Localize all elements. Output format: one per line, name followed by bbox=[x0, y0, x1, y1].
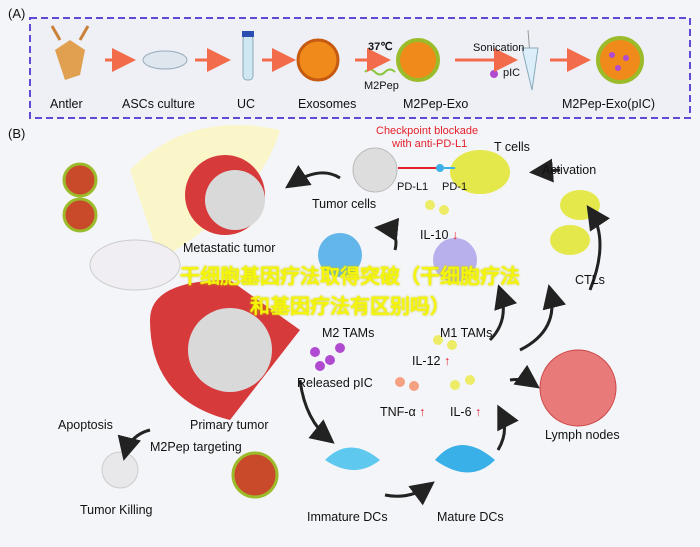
mouse-icon bbox=[89, 239, 181, 291]
petri-dish-icon bbox=[142, 50, 188, 70]
released-pic-icon bbox=[310, 343, 345, 371]
metastatic-tumor-label: Metastatic tumor bbox=[183, 241, 276, 255]
flow-arrows bbox=[117, 158, 610, 506]
checkpoint-label: Checkpoint blockade bbox=[376, 125, 479, 137]
tumor-killing-label: Tumor Killing bbox=[80, 503, 153, 517]
exosome-icon bbox=[296, 38, 340, 82]
immature-dc-icon bbox=[325, 447, 380, 470]
lymph-node-icon bbox=[539, 349, 617, 427]
m2pep-targeting-label: M2Pep targeting bbox=[150, 440, 242, 454]
immature-dcs-label: Immature DCs bbox=[307, 510, 388, 524]
t-cells-label: T cells bbox=[494, 140, 530, 154]
m2-tam-icon bbox=[318, 233, 362, 277]
tumor-killing-icon bbox=[101, 451, 139, 489]
il12-label: IL-12 ↑ bbox=[412, 354, 451, 368]
tube-icon bbox=[242, 34, 254, 81]
step-exosomes: Exosomes bbox=[298, 97, 357, 111]
il10-label: IL-10 ↓ bbox=[420, 228, 459, 242]
activation-label: Activation bbox=[542, 163, 597, 177]
panel-b-label: (B) bbox=[8, 126, 26, 141]
temperature-label: 37℃ bbox=[368, 41, 393, 53]
nanoparticle-icon bbox=[62, 162, 98, 198]
tnf-label: TNF-α ↑ bbox=[380, 405, 426, 419]
pic-label: pIC bbox=[503, 67, 521, 79]
targeting-icon bbox=[231, 451, 279, 499]
step-m2pep-exo-pic: M2Pep-Exo(pIC) bbox=[562, 97, 656, 111]
pd-l1-label: PD-L1 bbox=[397, 181, 429, 193]
mature-dcs-label: Mature DCs bbox=[437, 510, 504, 524]
cytokine-icons bbox=[425, 200, 475, 390]
lymph-nodes-label: Lymph nodes bbox=[545, 428, 620, 442]
tumor-cells-label: Tumor cells bbox=[312, 197, 377, 211]
checkpoint-label-2: with anti-PD-L1 bbox=[392, 138, 468, 150]
panel-a-label: (A) bbox=[8, 6, 26, 21]
pd-1-label: PD-1 bbox=[442, 181, 468, 193]
m1-tams-label: M1 TAMs bbox=[440, 326, 493, 340]
step-m2pep-exo: M2Pep-Exo bbox=[403, 97, 469, 111]
ctls-label: CTLs bbox=[575, 273, 605, 287]
released-pic-label: Released pIC bbox=[297, 376, 373, 390]
sonication-label: Sonication bbox=[473, 42, 525, 54]
step-antler: Antler bbox=[50, 97, 83, 111]
tumor-cell-icon bbox=[352, 147, 398, 193]
m2pep-label: M2Pep bbox=[364, 80, 399, 92]
step-ascs-culture: ASCs culture bbox=[122, 97, 195, 111]
m2pep-exo-pic-icon bbox=[596, 36, 644, 84]
t-cell-icon bbox=[450, 150, 510, 194]
m2-tams-label: M2 TAMs bbox=[322, 326, 375, 340]
deer-icon bbox=[50, 25, 90, 80]
il6-label: IL-6 ↑ bbox=[450, 405, 482, 419]
mature-dc-icon bbox=[435, 445, 495, 473]
primary-tumor-label: Primary tumor bbox=[190, 418, 269, 432]
apoptosis-label: Apoptosis bbox=[58, 418, 113, 432]
m2pep-exo-icon bbox=[396, 38, 440, 82]
overlay-caption: 干细胞基因疗法取得突破（干细胞疗法和基因疗法有区别吗） bbox=[180, 266, 520, 318]
m1-tam-icon bbox=[433, 238, 477, 282]
pic-icon bbox=[490, 70, 498, 78]
step-uc: UC bbox=[237, 97, 256, 111]
